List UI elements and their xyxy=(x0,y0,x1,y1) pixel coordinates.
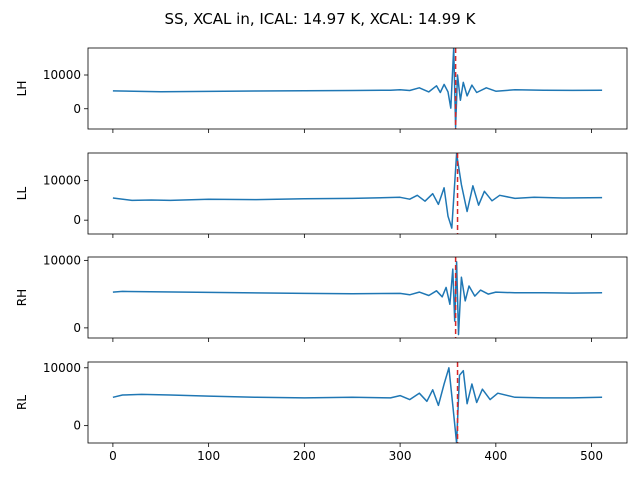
x-tick-label: 500 xyxy=(580,449,603,463)
y-tick-label: 10000 xyxy=(43,68,81,82)
series-line-rh xyxy=(112,260,603,336)
x-tick-label: 200 xyxy=(293,449,316,463)
y-tick-label: 10000 xyxy=(43,253,81,267)
panel-lh: 0 10000 LH xyxy=(15,47,628,133)
series-line-lh xyxy=(112,48,603,129)
y-axis-label: RL xyxy=(15,395,29,410)
x-tick-label: 400 xyxy=(484,449,507,463)
panel-ll: 0 10000 LL xyxy=(15,152,628,238)
y-tick-label: 0 xyxy=(73,419,81,433)
axes-frame xyxy=(87,256,628,339)
y-tick-label: 10000 xyxy=(43,174,81,188)
x-tick-label: 0 xyxy=(109,449,117,463)
series-line-ll xyxy=(112,153,603,229)
y-tick-label: 0 xyxy=(73,321,81,335)
axes-frame xyxy=(87,152,628,235)
y-tick-label: 0 xyxy=(73,102,81,116)
x-tick-label: 300 xyxy=(389,449,412,463)
panels: 0 10000 LH 0 10000 LL 0 10000 RH 0 10000 RL 0 100 200 3… xyxy=(15,47,628,463)
series-line-rl xyxy=(112,367,603,443)
panel-rl: 0 10000 RL 0 100 200 300 400 500 xyxy=(15,361,628,463)
axes-frame xyxy=(87,361,628,444)
y-axis-label: LL xyxy=(15,187,29,201)
y-axis-label: LH xyxy=(15,81,29,97)
y-tick-label: 0 xyxy=(73,213,81,227)
axes-frame xyxy=(87,47,628,130)
panel-rh: 0 10000 RH xyxy=(15,253,628,342)
y-axis-label: RH xyxy=(15,289,29,306)
x-tick-label: 100 xyxy=(197,449,220,463)
y-tick-label: 10000 xyxy=(43,361,81,375)
chart-title: SS, XCAL in, ICAL: 14.97 K, XCAL: 14.99 … xyxy=(165,10,477,28)
